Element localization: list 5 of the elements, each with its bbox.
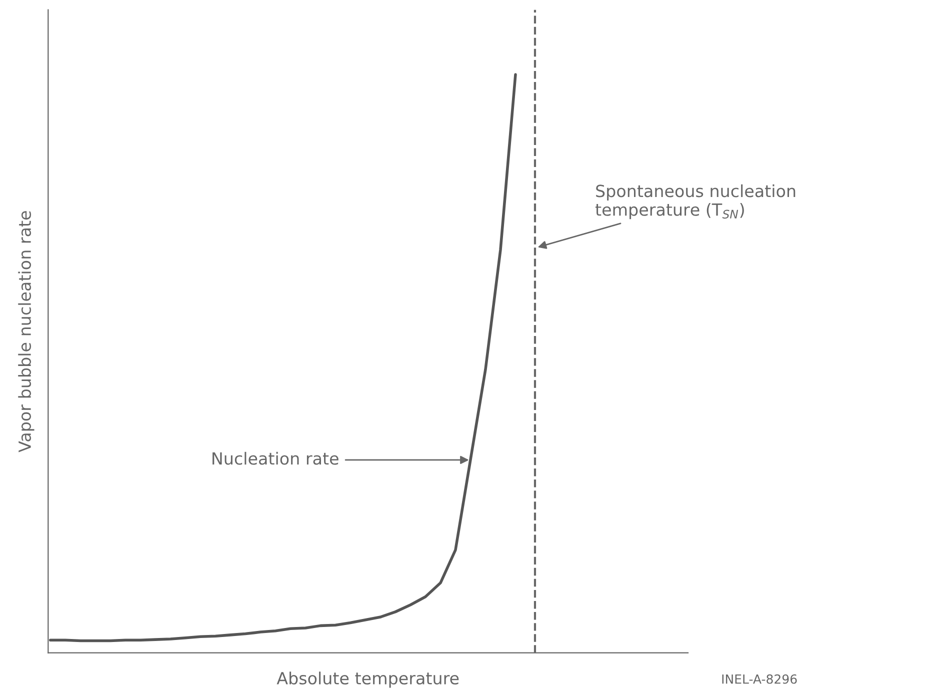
text: INEL-A-8296: [722, 674, 797, 684]
annotation: Nucleation rate: [212, 452, 338, 465]
y-axis-title: Vapor bubble nucleation rate: [18, 211, 34, 452]
annotation: Spontaneous nucleation temperature (T$_{SN}$): [595, 184, 796, 220]
x-axis-title: Absolute temperature: [276, 672, 459, 688]
